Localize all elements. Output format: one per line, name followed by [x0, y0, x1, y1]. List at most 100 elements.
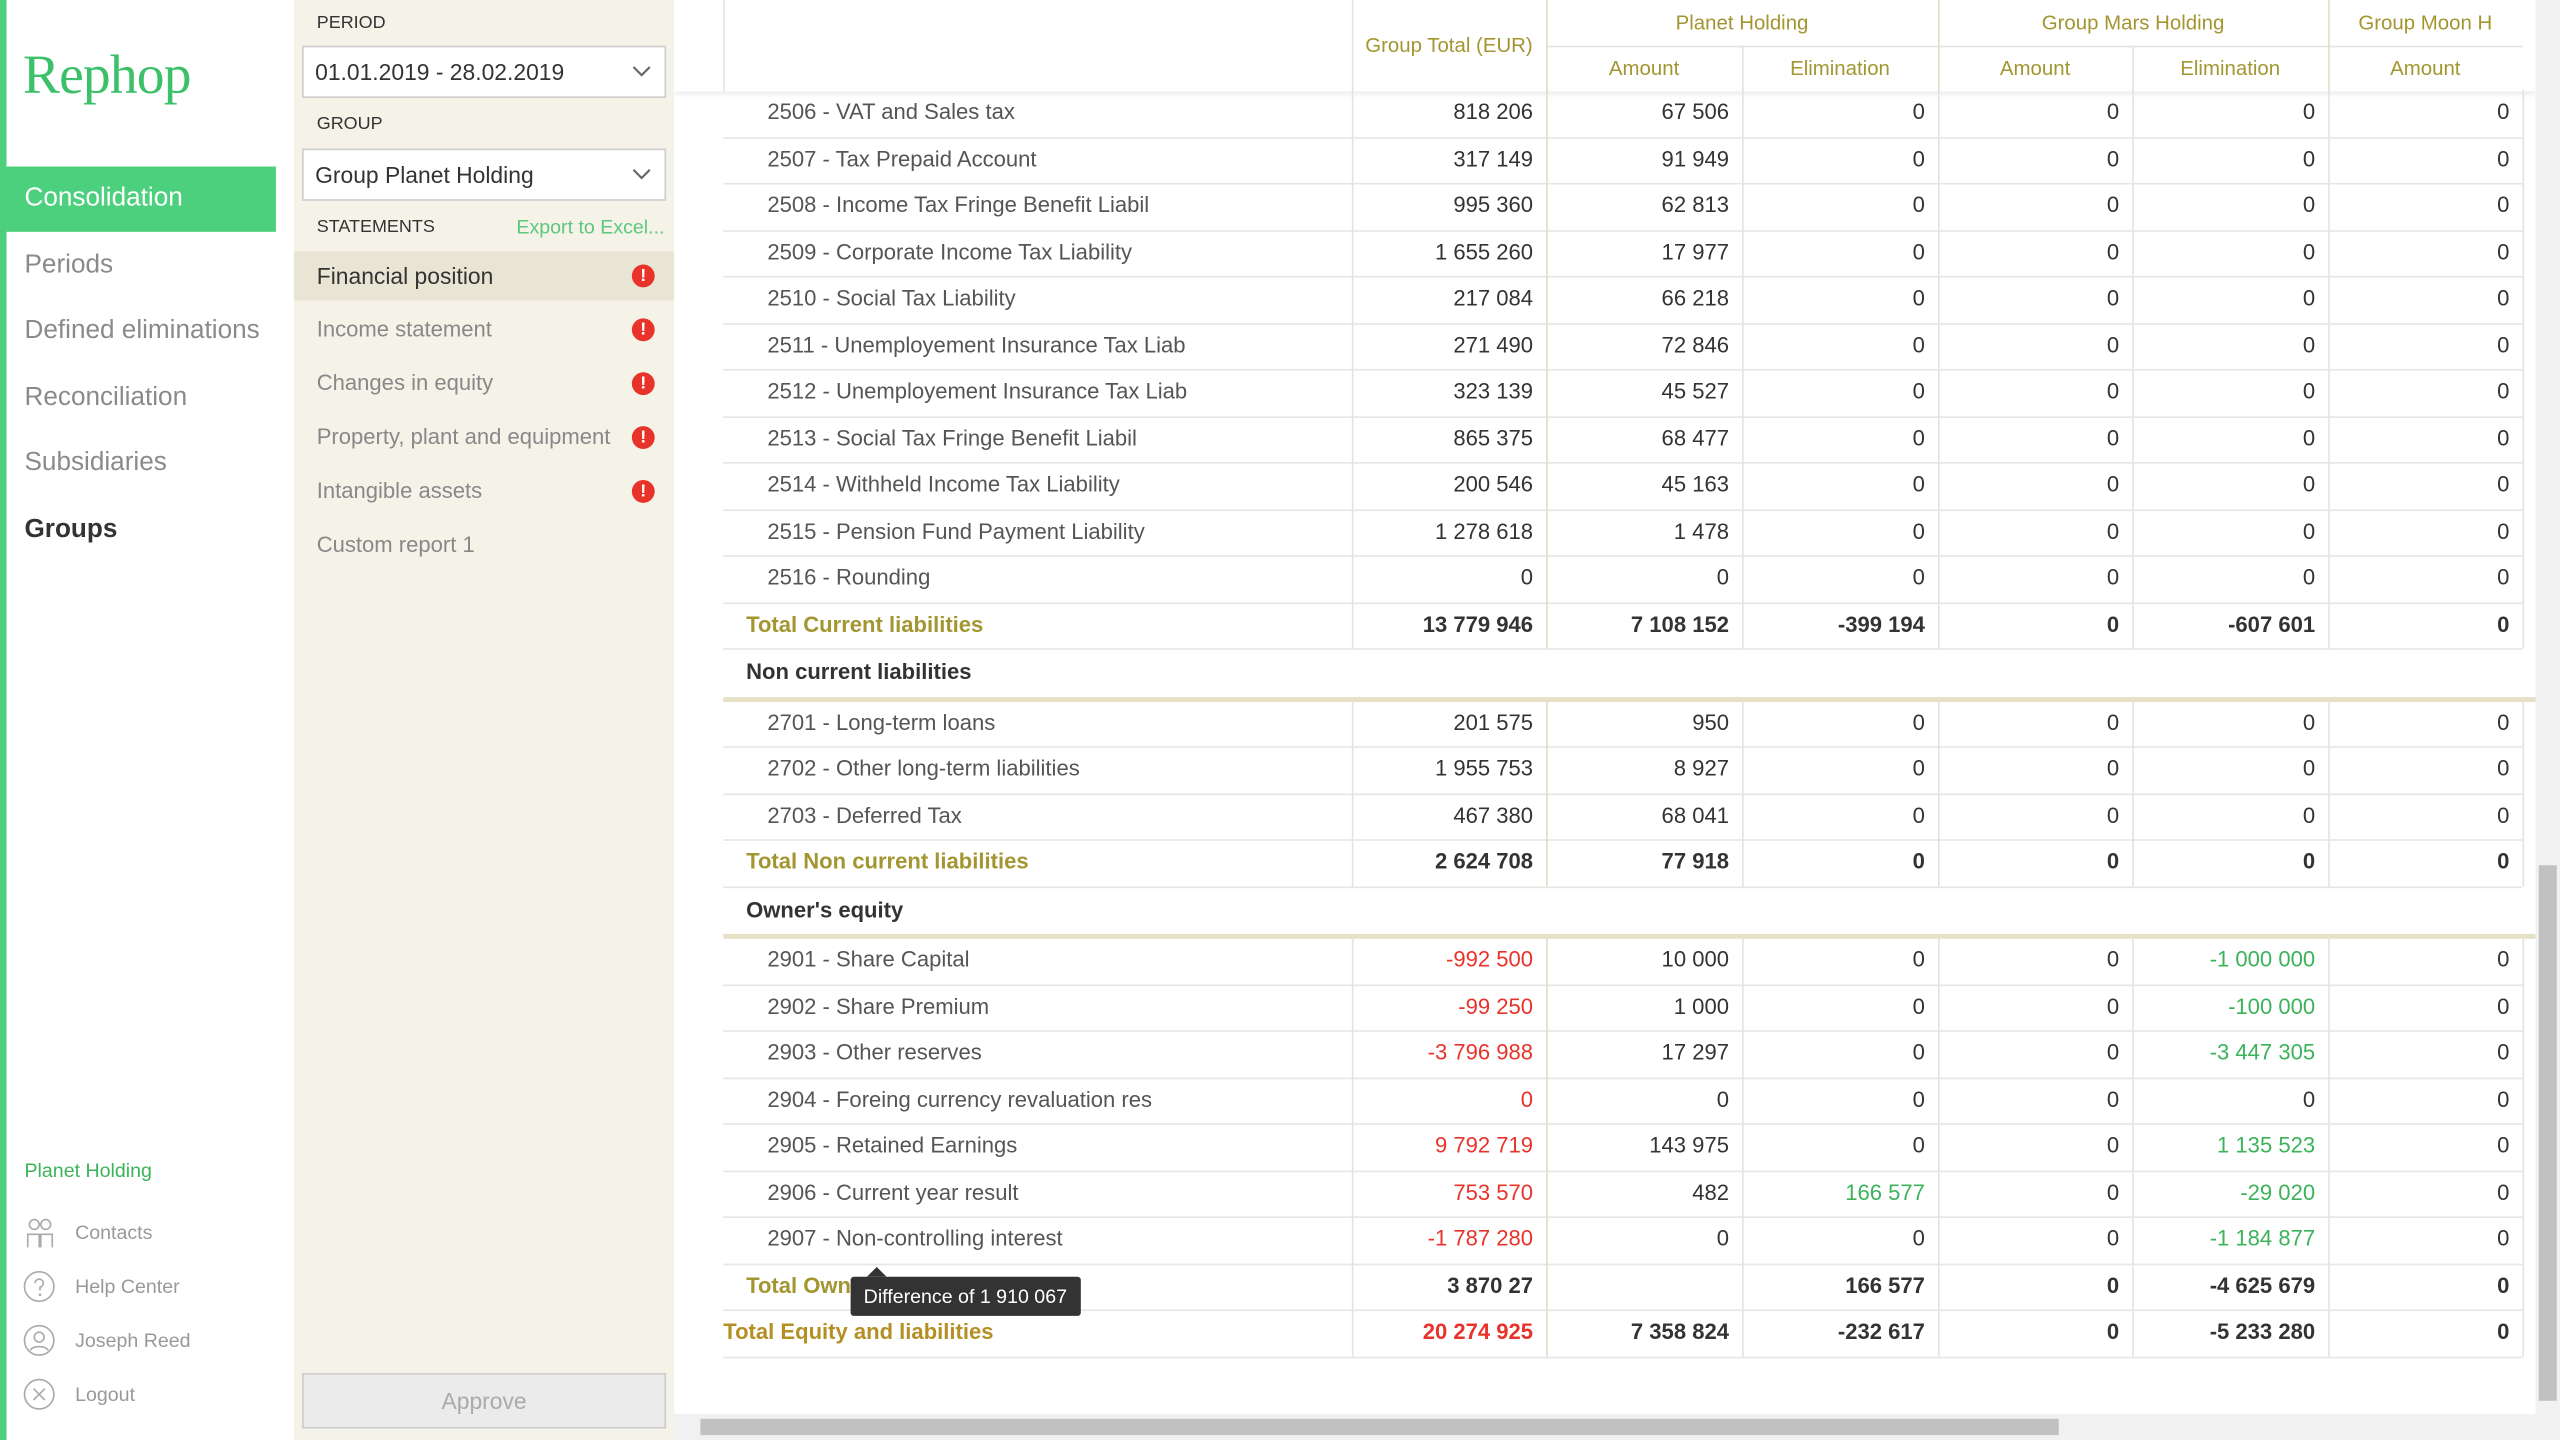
divider [1742, 699, 1744, 747]
column-header: Amount [2390, 57, 2461, 80]
divider [2328, 1262, 2330, 1310]
nav-item[interactable]: Consolidation [6, 166, 276, 232]
divider [1937, 508, 1940, 556]
divider [1937, 792, 1940, 840]
footer-link[interactable]: Logout [23, 1376, 135, 1412]
divider [1351, 937, 1354, 984]
export-link[interactable]: Export to Excel... [516, 215, 665, 239]
period-select[interactable]: 01.01.2019 - 28.02.2019 [302, 45, 667, 98]
statement-item[interactable]: Income statement [294, 305, 674, 354]
header-cell: Group Total (EUR) [1365, 34, 1533, 58]
row-divider [723, 555, 2523, 557]
divider [2328, 746, 2330, 793]
total-label: Total Equity and liabilities [723, 1319, 994, 1344]
row-divider [723, 415, 2523, 418]
value-cell: 0 [2106, 1179, 2120, 1205]
divider [1546, 275, 1548, 323]
divider [1937, 601, 1940, 649]
link-text: Logout [75, 1382, 136, 1406]
divider [1546, 601, 1548, 649]
divider [2328, 1216, 2330, 1263]
footer-link[interactable]: Contacts [23, 1215, 152, 1251]
nav-item[interactable]: Defined eliminations [24, 316, 260, 345]
value-cell: 66 218 [1661, 285, 1729, 311]
value-cell: 0 [2497, 192, 2510, 218]
divider [2132, 45, 2134, 92]
row-label: 2509 - Corporate Income Tax Liability [767, 239, 1133, 264]
approve-button[interactable]: Approve [302, 1373, 667, 1429]
value-cell: 0 [2302, 425, 2316, 450]
divider [1742, 229, 1744, 276]
logo[interactable]: Rephop [22, 45, 192, 107]
row-label: 2507 - Tax Prepaid Account [767, 146, 1037, 171]
vertical-scrollbar[interactable] [2535, 0, 2560, 1414]
footer-link[interactable]: Help Center [23, 1269, 180, 1305]
row-divider [723, 275, 2523, 278]
row-label: 2508 - Income Tax Fringe Benefit Liabil [767, 192, 1150, 218]
divider [1546, 229, 1548, 276]
section-rule [723, 933, 2536, 939]
divider [2328, 415, 2330, 463]
divider [1937, 229, 1940, 276]
value-cell: 0 [2106, 848, 2120, 874]
value-cell: 0 [2106, 1226, 2120, 1251]
divider [1742, 1123, 1744, 1170]
nav-item[interactable]: Subsidiaries [24, 448, 167, 477]
warning-icon [631, 479, 655, 503]
statement-item[interactable]: Changes in equity [294, 359, 674, 408]
divider [2132, 937, 2134, 984]
value-cell: 0 [2497, 471, 2510, 497]
row-label: 2907 - Non-controlling interest [767, 1226, 1063, 1251]
group-value: Group Planet Holding [315, 161, 534, 188]
divider [1742, 746, 1744, 793]
divider [1937, 462, 1940, 509]
divider [1546, 1309, 1548, 1356]
statement-item[interactable]: Property, plant and equipment [294, 413, 674, 462]
row-divider [723, 1355, 2523, 1358]
group-select[interactable]: Group Planet Holding [302, 148, 667, 201]
value-cell: 9 792 719 [1435, 1133, 1534, 1158]
value-cell: 0 [2106, 518, 2120, 543]
value-cell: 0 [1912, 755, 1925, 781]
value-cell: 0 [2497, 1319, 2510, 1344]
divider [723, 0, 725, 92]
value-cell: 10 000 [1661, 946, 1729, 972]
scroll-thumb[interactable] [2538, 865, 2557, 1401]
nav-item[interactable]: Periods [24, 250, 114, 279]
divider [2522, 229, 2525, 276]
divider [1351, 1076, 1354, 1124]
divider [1742, 1309, 1744, 1356]
divider [1351, 89, 1354, 137]
divider [2522, 601, 2525, 649]
nav-item[interactable]: Reconciliation [24, 382, 188, 411]
link-icon [23, 1324, 55, 1356]
value-cell: 0 [2106, 285, 2120, 311]
statement-item[interactable]: Intangible assets [294, 467, 674, 516]
divider [1351, 508, 1354, 556]
footer-link[interactable]: Joseph Reed [23, 1322, 191, 1358]
value-cell: 0 [2106, 1086, 2120, 1112]
divider [1546, 1169, 1548, 1217]
divider [1546, 182, 1548, 230]
statement-item[interactable]: Financial position [293, 251, 675, 301]
divider [1742, 1076, 1744, 1124]
statement-item[interactable]: Custom report 1 [294, 521, 674, 570]
value-cell: 0 [1912, 378, 1925, 404]
horizontal-scrollbar[interactable] [674, 1413, 2560, 1440]
divider [1546, 1123, 1548, 1170]
nav-item[interactable]: Groups [24, 515, 118, 543]
divider [1546, 555, 1548, 602]
scroll-thumb[interactable] [700, 1418, 2059, 1436]
value-cell: 0 [2497, 99, 2510, 125]
divider [1351, 746, 1354, 793]
row-divider [723, 1216, 2523, 1218]
row-label: 2903 - Other reserves [767, 1040, 982, 1065]
link-icon [23, 1271, 55, 1303]
divider [2522, 1309, 2525, 1356]
value-cell: 0 [1520, 564, 1534, 590]
value-cell: 1 000 [1673, 993, 1729, 1018]
divider [2328, 508, 2330, 556]
value-cell: 0 [2497, 564, 2510, 590]
divider [1546, 983, 1548, 1031]
row-label: 2513 - Social Tax Fringe Benefit Liabil [767, 425, 1137, 450]
